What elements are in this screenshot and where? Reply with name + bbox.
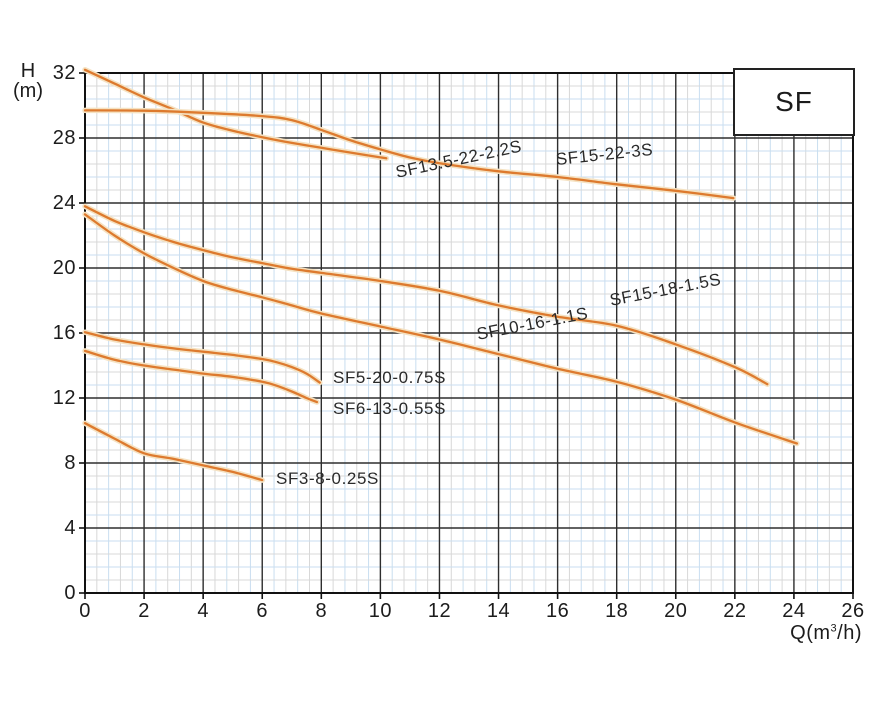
- x-tick-label-18: 18: [605, 600, 629, 622]
- curve-SF10-16-1.1S: [83, 213, 799, 445]
- x-axis-title-post: /h): [837, 622, 862, 644]
- y-tick-label-24: 24: [52, 192, 76, 214]
- x-tick-label-12: 12: [427, 600, 452, 622]
- x-tick-label-10: 10: [368, 600, 392, 622]
- y-axis-title-unit: (m): [13, 80, 43, 102]
- x-tick-label-2: 2: [138, 600, 150, 622]
- curve-SF3-8-0.25S: [83, 422, 264, 482]
- y-tick-label-0: 0: [64, 582, 76, 604]
- x-axis-title-sup: 3: [830, 622, 838, 635]
- y-tick-label-4: 4: [64, 517, 76, 539]
- y-tick-label-20: 20: [52, 257, 76, 279]
- curve-label-SF3-8-0.25S: SF3-8-0.25S: [276, 469, 379, 488]
- y-tick-label-8: 8: [64, 452, 76, 474]
- curve-label-SF5-20-0.75S: SF5-20-0.75S: [333, 368, 447, 387]
- y-tick-label-16: 16: [52, 322, 76, 344]
- x-tick-label-20: 20: [664, 600, 688, 622]
- y-tick-label-32: 32: [52, 62, 76, 84]
- x-tick-label-14: 14: [486, 600, 511, 622]
- x-tick-label-8: 8: [315, 600, 328, 622]
- x-tick-label-0: 0: [79, 600, 91, 622]
- series-family-legend: SF: [733, 68, 855, 136]
- x-axis-title: Q(m3/h): [790, 622, 862, 645]
- x-tick-label-6: 6: [256, 600, 269, 622]
- curve-SF15-22-3S: [83, 109, 735, 200]
- x-tick-label-16: 16: [545, 600, 570, 622]
- curve-SF13.5-22-2.2S: [83, 68, 388, 160]
- y-tick-label-12: 12: [52, 387, 76, 409]
- y-tick-label-28: 28: [52, 127, 76, 149]
- y-axis-title-symbol: H: [20, 60, 36, 82]
- curve-SF6-13-0.55S: [83, 349, 319, 404]
- x-axis-title-pre: Q(m: [790, 622, 831, 644]
- x-tick-label-24: 24: [782, 600, 806, 622]
- y-axis-title: H (m): [4, 61, 52, 101]
- x-tick-label-4: 4: [197, 600, 209, 622]
- curve-SF5-20-0.75S: [83, 331, 321, 384]
- curve-SF15-18-1.5S: [83, 205, 769, 386]
- curve-label-SF6-13-0.55S: SF6-13-0.55S: [333, 399, 447, 418]
- series-family-label: SF: [775, 86, 813, 117]
- x-tick-label-26: 26: [841, 600, 865, 622]
- x-tick-label-22: 22: [723, 600, 747, 622]
